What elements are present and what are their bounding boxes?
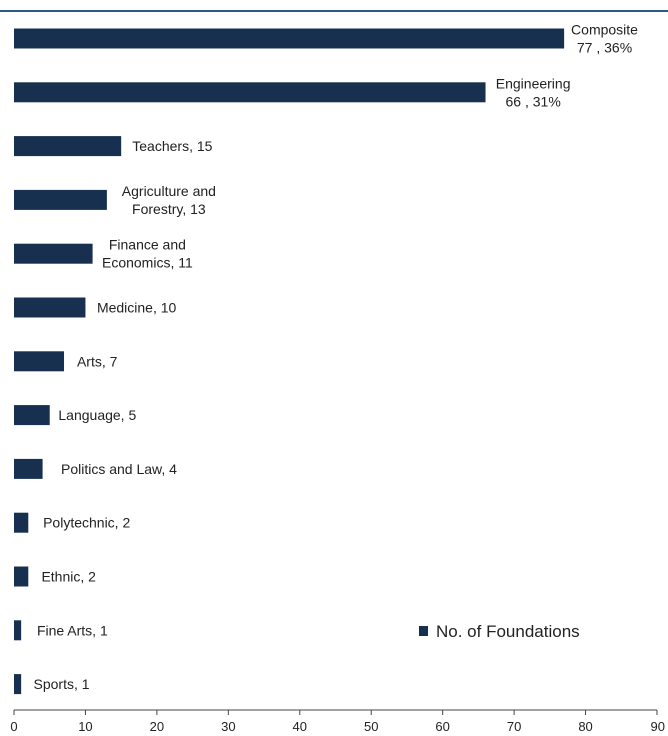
x-tick-label-40: 40 xyxy=(293,719,307,734)
x-tick-label-60: 60 xyxy=(435,719,449,734)
legend-label: No. of Foundations xyxy=(436,622,580,641)
data-label-polytechnic: Polytechnic, 2 xyxy=(43,515,130,531)
x-tick-label-50: 50 xyxy=(364,719,378,734)
bar-teachers xyxy=(14,136,122,157)
data-label-composite: Composite 77 , 36% xyxy=(571,22,638,56)
bar-finance-and-economics xyxy=(14,243,93,264)
data-label-fine-arts: Fine Arts, 1 xyxy=(37,622,108,638)
bar-sports xyxy=(14,674,22,695)
bar-composite xyxy=(14,28,565,49)
x-tick-label-30: 30 xyxy=(221,719,235,734)
data-label-ethnic: Ethnic, 2 xyxy=(41,569,96,585)
x-tick-label-0: 0 xyxy=(10,719,17,734)
bar-engineering xyxy=(14,82,486,103)
data-labels-group: Composite 77 , 36%Engineering 66 , 31% Teac… xyxy=(34,22,639,693)
data-label-medicine: Medicine, 10 xyxy=(97,300,177,316)
data-label-language: Language, 5 xyxy=(58,407,136,423)
legend: No. of Foundations xyxy=(419,622,580,641)
data-label-engineering: Engineering 66 , 31% xyxy=(496,75,571,109)
bar-politics-and-law xyxy=(14,458,43,479)
x-tick-label-80: 80 xyxy=(578,719,592,734)
bars-group xyxy=(14,28,565,695)
bar-fine-arts xyxy=(14,620,22,641)
bar-language xyxy=(14,405,50,426)
x-tick-label-20: 20 xyxy=(150,719,164,734)
bar-medicine xyxy=(14,297,86,318)
data-label-finance-and-economics: Finance and Economics, 11 xyxy=(102,237,193,271)
bar-polytechnic xyxy=(14,512,29,533)
data-label-teachers: Teachers, 15 xyxy=(132,138,212,154)
data-label-arts: Arts, 7 xyxy=(77,353,118,369)
x-tick-label-10: 10 xyxy=(78,719,92,734)
bar-ethnic xyxy=(14,566,29,587)
x-tick-label-70: 70 xyxy=(507,719,521,734)
bar-agriculture-and-forestry xyxy=(14,189,107,210)
x-tick-label-90: 90 xyxy=(651,719,665,734)
data-label-sports: Sports, 1 xyxy=(34,676,90,692)
bar-arts xyxy=(14,351,65,372)
x-axis: 0 10 20 30 40 50 60 70 80 90 xyxy=(10,709,665,734)
data-label-politics-and-law: Politics and Law, 4 xyxy=(61,461,177,477)
legend-swatch xyxy=(419,626,428,636)
data-label-agriculture-and-forestry: Agriculture and Forestry, 13 xyxy=(122,183,216,217)
